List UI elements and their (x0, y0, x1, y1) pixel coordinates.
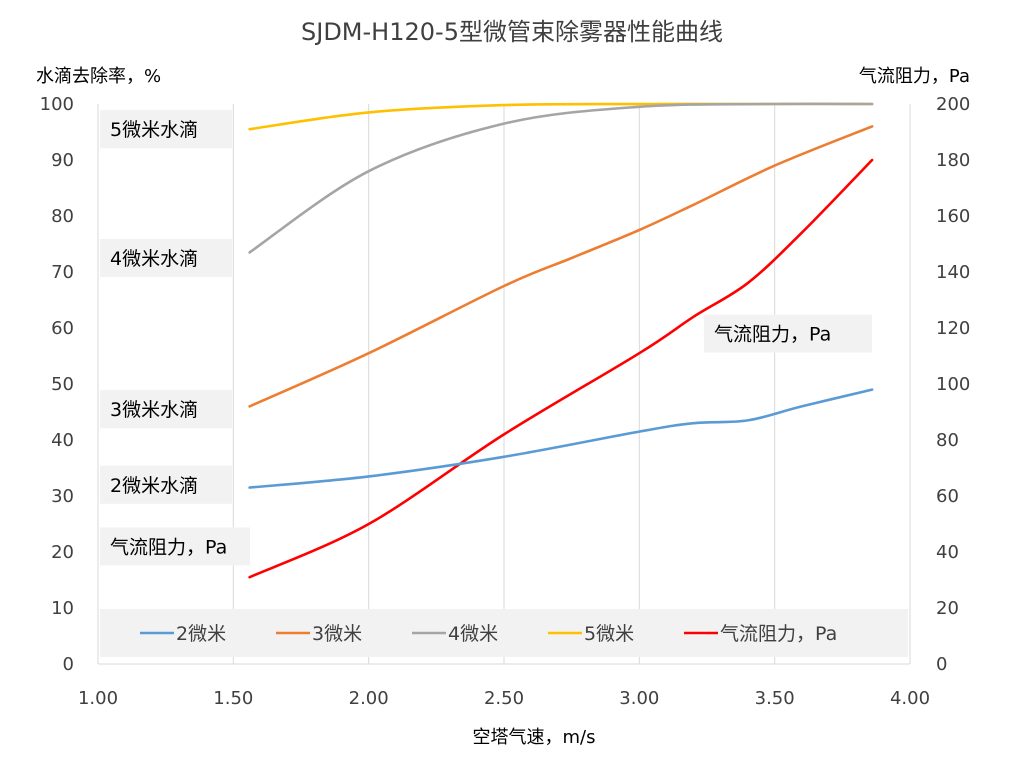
y-tick-label-right: 60 (936, 486, 959, 507)
x-tick-label: 2.50 (484, 688, 524, 709)
y-tick-label-right: 200 (936, 94, 970, 115)
series-line (248, 388, 874, 489)
legend-label: 3微米 (312, 623, 362, 645)
series-label: 气流阻力，Pa (704, 314, 872, 353)
series-label-text: 5微米水滴 (110, 119, 198, 141)
y-tick-label-right: 80 (936, 430, 959, 451)
legend-label: 5微米 (584, 623, 634, 645)
legend-item: 5微米 (548, 623, 634, 645)
series-label-box (704, 314, 872, 353)
legend-item: 2微米 (140, 623, 226, 645)
series-label-box (100, 390, 232, 429)
legend-label: 气流阻力，Pa (720, 623, 837, 645)
series-label: 3微米水滴 (100, 390, 232, 429)
y-tick-label-left: 30 (51, 486, 74, 507)
gridlines (232, 104, 776, 664)
legend-label: 2微米 (176, 623, 226, 645)
chart-title: SJDM-H120-5型微管束除雾器性能曲线 (301, 18, 723, 46)
series-label: 4微米水滴 (100, 239, 232, 277)
legend-background (100, 609, 908, 657)
y-tick-label-right: 100 (936, 374, 970, 395)
y-tick-label-right: 20 (936, 598, 959, 619)
x-tick-label: 1.50 (213, 688, 253, 709)
legend-item: 4微米 (412, 623, 498, 645)
x-axis-label: 空塔气速，m/s (473, 727, 596, 748)
y-tick-label-right: 120 (936, 318, 970, 339)
x-tick-label: 3.50 (755, 688, 795, 709)
series-label: 气流阻力，Pa (100, 527, 250, 566)
x-tick-label: 4.00 (890, 688, 930, 709)
series-label-box (100, 239, 232, 277)
y-axis-right-label: 气流阻力，Pa (859, 66, 970, 87)
y-tick-label-left: 90 (51, 150, 74, 171)
series-lines (248, 102, 874, 579)
series-label-box (100, 110, 232, 149)
y-tick-label-left: 40 (51, 430, 74, 451)
series-label-text: 气流阻力，Pa (110, 536, 227, 558)
series-label: 5微米水滴 (100, 110, 232, 149)
series-line (248, 125, 874, 408)
series-label-text: 3微米水滴 (110, 399, 198, 421)
legend: 2微米 3微米 4微米 5微米 气流阻力，Pa (100, 609, 908, 657)
legend-box: 2微米 3微米 4微米 5微米 气流阻力，Pa (100, 609, 908, 657)
series-label-text: 4微米水滴 (110, 248, 198, 270)
y-tick-label-right: 160 (936, 206, 970, 227)
y-tick-label-right: 0 (936, 654, 947, 675)
series-line (248, 102, 874, 131)
series-line (248, 158, 874, 579)
y-tick-label-right: 40 (936, 542, 959, 563)
x-tick-label: 1.00 (78, 688, 118, 709)
y-tick-label-left: 50 (51, 374, 74, 395)
legend-item: 气流阻力，Pa (684, 623, 837, 645)
x-tick-label: 2.00 (349, 688, 389, 709)
y-tick-label-left: 70 (51, 262, 74, 283)
y-tick-label-left: 100 (40, 94, 74, 115)
y-tick-label-left: 10 (51, 598, 74, 619)
y-tick-label-left: 60 (51, 318, 74, 339)
legend-label: 4微米 (448, 623, 498, 645)
y-tick-label-right: 140 (936, 262, 970, 283)
y-tick-label-left: 80 (51, 206, 74, 227)
y-tick-label-left: 0 (63, 654, 74, 675)
series-label-text: 2微米水滴 (110, 475, 198, 497)
y-tick-label-left: 20 (51, 542, 74, 563)
series-line (248, 102, 874, 254)
legend-item: 3微米 (276, 623, 362, 645)
x-tick-label: 3.00 (619, 688, 659, 709)
y-tick-label-right: 180 (936, 150, 970, 171)
series-label-box (100, 527, 250, 566)
axes (97, 104, 911, 665)
y-axis-left-label: 水滴去除率，% (36, 66, 161, 87)
series-label-box (100, 465, 232, 504)
series-label: 2微米水滴 (100, 465, 232, 504)
tick-labels: 1.00 1.50 2.00 2.50 3.00 3.50 4.00 0 10 20 30 40 50 6… (40, 94, 971, 709)
series-label-text: 气流阻力，Pa (714, 324, 831, 346)
